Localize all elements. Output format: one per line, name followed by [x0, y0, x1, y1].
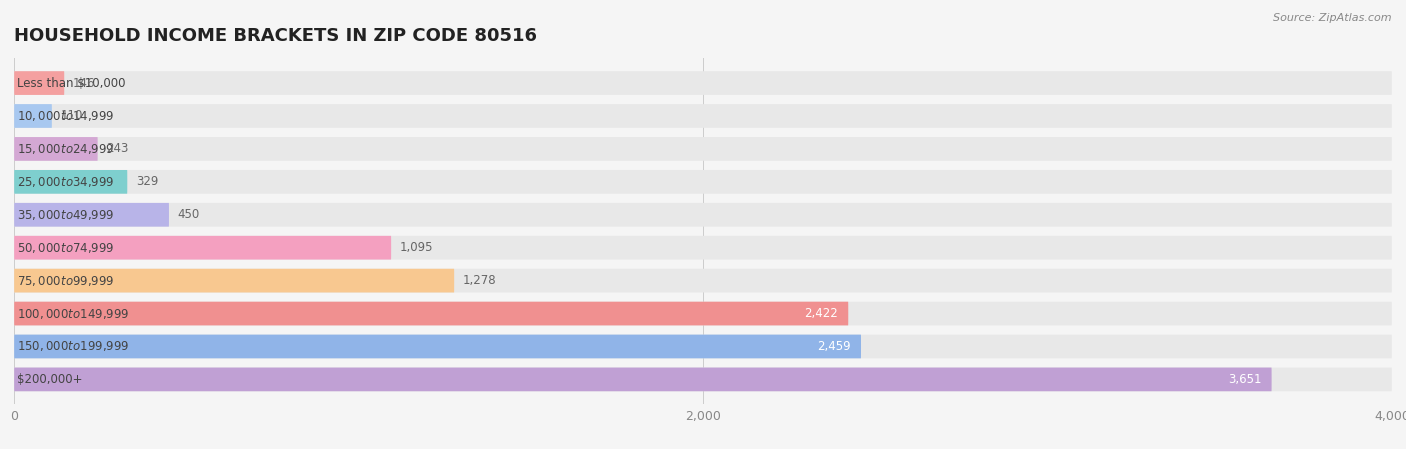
- FancyBboxPatch shape: [14, 137, 1392, 161]
- Text: $15,000 to $24,999: $15,000 to $24,999: [17, 142, 114, 156]
- Text: 243: 243: [107, 142, 129, 155]
- Text: 3,651: 3,651: [1227, 373, 1261, 386]
- Text: 329: 329: [136, 176, 159, 188]
- Text: $200,000+: $200,000+: [17, 373, 83, 386]
- FancyBboxPatch shape: [14, 71, 1392, 95]
- FancyBboxPatch shape: [14, 269, 454, 292]
- FancyBboxPatch shape: [14, 104, 52, 128]
- FancyBboxPatch shape: [14, 137, 97, 161]
- FancyBboxPatch shape: [14, 203, 1392, 227]
- FancyBboxPatch shape: [14, 170, 128, 194]
- Text: 2,459: 2,459: [817, 340, 851, 353]
- FancyBboxPatch shape: [14, 368, 1392, 391]
- FancyBboxPatch shape: [14, 269, 1392, 292]
- Text: 1,095: 1,095: [399, 241, 433, 254]
- Text: 1,278: 1,278: [463, 274, 496, 287]
- FancyBboxPatch shape: [14, 170, 1392, 194]
- FancyBboxPatch shape: [14, 302, 848, 326]
- FancyBboxPatch shape: [14, 203, 169, 227]
- Text: 2,422: 2,422: [804, 307, 838, 320]
- Text: Source: ZipAtlas.com: Source: ZipAtlas.com: [1274, 13, 1392, 23]
- Text: $75,000 to $99,999: $75,000 to $99,999: [17, 273, 114, 288]
- FancyBboxPatch shape: [14, 335, 1392, 358]
- Text: $100,000 to $149,999: $100,000 to $149,999: [17, 307, 129, 321]
- Text: $10,000 to $14,999: $10,000 to $14,999: [17, 109, 114, 123]
- Text: HOUSEHOLD INCOME BRACKETS IN ZIP CODE 80516: HOUSEHOLD INCOME BRACKETS IN ZIP CODE 80…: [14, 26, 537, 44]
- FancyBboxPatch shape: [14, 71, 65, 95]
- FancyBboxPatch shape: [14, 236, 1392, 260]
- Text: $35,000 to $49,999: $35,000 to $49,999: [17, 208, 114, 222]
- Text: $150,000 to $199,999: $150,000 to $199,999: [17, 339, 129, 353]
- FancyBboxPatch shape: [14, 302, 1392, 326]
- Text: 146: 146: [73, 77, 96, 89]
- FancyBboxPatch shape: [14, 335, 860, 358]
- FancyBboxPatch shape: [14, 236, 391, 260]
- Text: 450: 450: [177, 208, 200, 221]
- Text: 110: 110: [60, 110, 83, 123]
- Text: $25,000 to $34,999: $25,000 to $34,999: [17, 175, 114, 189]
- Text: $50,000 to $74,999: $50,000 to $74,999: [17, 241, 114, 255]
- FancyBboxPatch shape: [14, 104, 1392, 128]
- FancyBboxPatch shape: [14, 368, 1271, 391]
- Text: Less than $10,000: Less than $10,000: [17, 77, 125, 89]
